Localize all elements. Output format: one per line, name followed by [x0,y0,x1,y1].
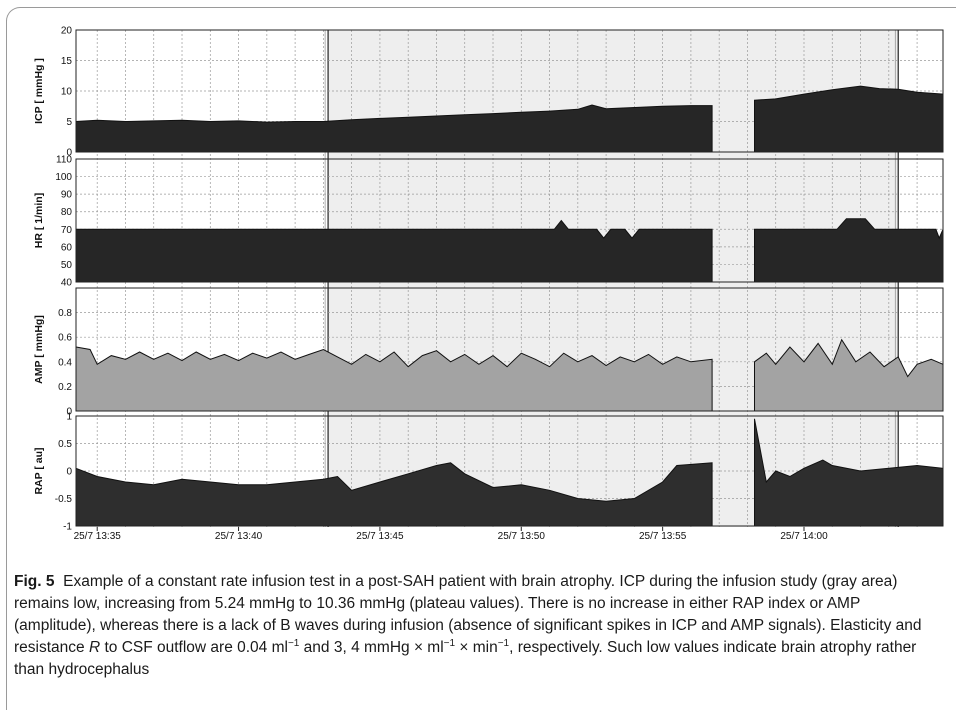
y-tick-label: 90 [61,190,73,201]
y-tick-label: 110 [56,155,72,166]
y-tick-label: 100 [55,172,72,183]
panel-frame [75,29,944,153]
caption-exponent-3: −1 [497,637,510,649]
figure-frame-left [6,20,7,710]
y-tick-label: 0.6 [58,333,72,344]
y-tick-label: 0.2 [58,382,72,393]
y-tick-label: 50 [61,260,73,271]
series-area-before-gap [75,219,713,283]
y-tick-label: 0.4 [58,357,72,368]
panel-2: 0 0.2 0.4 0.6 0.8 AMP [ mmHg] [33,287,944,418]
y-tick-label: 60 [61,242,73,253]
series-area-after-gap [754,418,944,527]
y-tick-label: -0.5 [55,494,73,505]
x-tick-label: 25/7 13:40 [215,531,263,542]
y-tick-label: 20 [61,26,73,37]
caption-exponent-2: −1 [443,637,456,649]
caption-text-4: × min [455,639,498,656]
y-axis-label: RAP [ au] [33,447,45,494]
panel-frame [75,158,944,283]
y-tick-label: 0.5 [58,439,72,450]
figure-frame-corner [6,7,21,22]
x-tick-label: 25/7 13:35 [74,531,122,542]
y-tick-label: 80 [61,207,73,218]
y-tick-label: 5 [66,117,72,128]
caption-text-3: and 3, 4 mmHg × ml [299,639,444,656]
y-tick-label: 70 [61,225,73,236]
y-tick-label: 15 [61,56,73,67]
figure-label: Fig. 5 [14,573,55,590]
x-tick-label: 25/7 14:00 [780,531,828,542]
figure-frame-top [20,7,956,8]
panel-0: 0 5 10 15 20 ICP [ mmHg ] [33,26,944,159]
y-axis-label: ICP [ mmHg ] [33,58,45,124]
panel-frame [75,287,944,412]
caption-text-1: Example of a constant rate infusion test… [14,573,922,656]
series-area-before-gap [75,462,713,527]
y-axis-label: AMP [ mmHg] [33,315,45,384]
y-tick-label: 0 [66,467,72,478]
series-area-after-gap [753,338,944,412]
y-tick-label: 0 [66,148,72,159]
y-axis-label: HR [ 1/min] [33,193,45,248]
panel-frame [75,415,944,527]
y-tick-label: -1 [63,522,72,533]
y-tick-label: 40 [61,278,73,289]
panel-3: -1 -0.5 0 0.5 1 RAP [ au] [33,412,944,533]
x-tick-label: 25/7 13:50 [498,531,546,542]
series-area-before-gap [75,104,713,153]
caption-exponent-1: −1 [287,637,300,649]
series-area-before-gap [75,346,713,412]
panel-1: 40 50 60 70 80 90 100 110 HR [ 1/min] [33,155,944,289]
y-tick-label: 0.8 [58,308,72,319]
x-tick-label: 25/7 13:55 [639,531,687,542]
caption-text-2: to CSF outflow are 0.04 ml [100,639,288,656]
y-tick-label: 10 [61,87,73,98]
figure-caption: Fig. 5 Example of a constant rate infusi… [14,571,944,681]
caption-resistance-symbol: R [88,639,101,656]
y-tick-label: 0 [66,407,72,418]
caption-text-5: , respectively. Such low values indicate… [14,639,917,678]
y-tick-label: 1 [66,412,72,423]
x-tick-label: 25/7 13:45 [356,531,404,542]
